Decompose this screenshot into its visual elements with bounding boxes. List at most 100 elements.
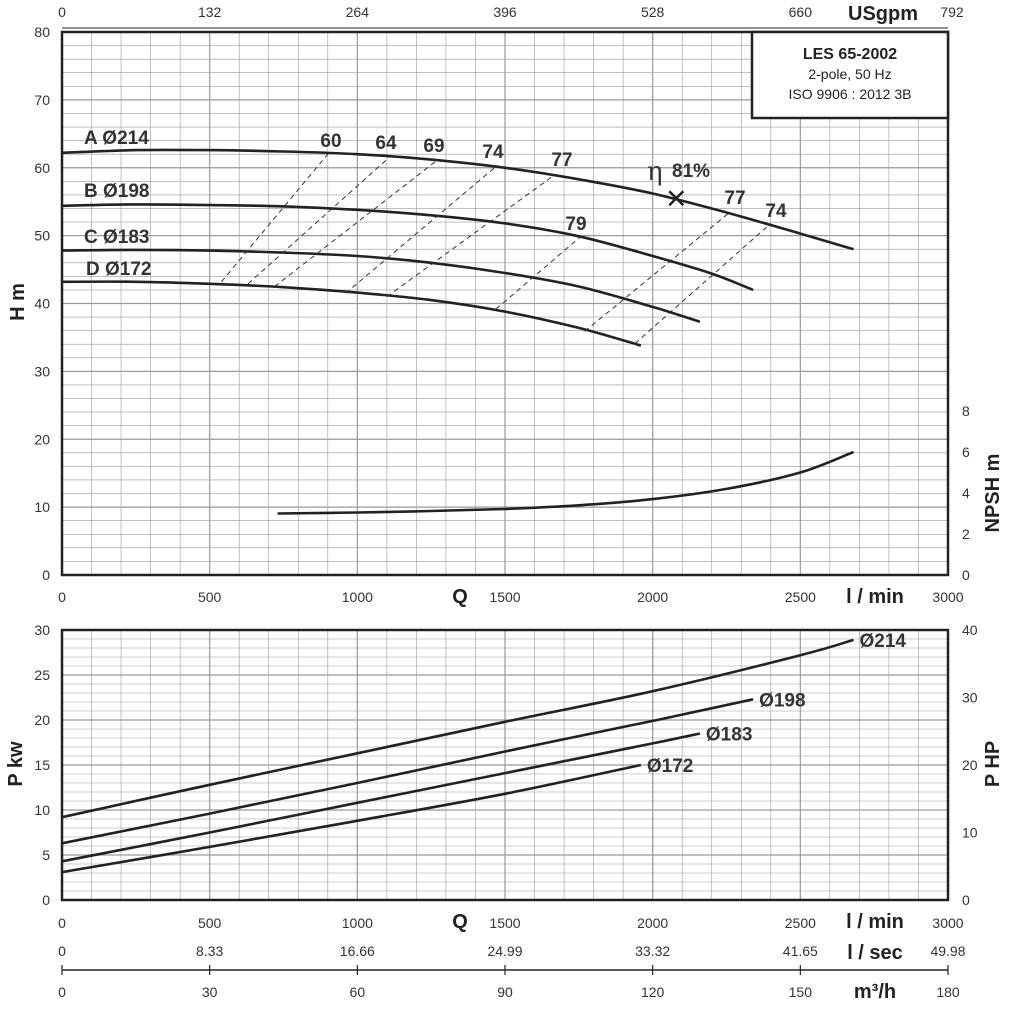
efficiency-line <box>247 156 391 285</box>
m3h-axis-unit: m³/h <box>854 981 896 1003</box>
head-y-tick: 40 <box>34 296 50 312</box>
power-x-tick: 3000 <box>932 915 963 931</box>
power-x-tick: 2500 <box>785 915 816 931</box>
power-curve <box>61 638 854 819</box>
power-x-tick: 1000 <box>342 915 373 931</box>
head-y-tick: 60 <box>34 160 50 176</box>
npsh-y-tick: 0 <box>962 567 970 583</box>
m3h-tick: 90 <box>497 984 513 1000</box>
head-q-label: Q <box>452 586 468 608</box>
lsec-tick: 24.99 <box>487 943 522 959</box>
power-y-tick: 25 <box>34 667 50 683</box>
head-x-tick: 1500 <box>489 589 520 605</box>
power-y-tick: 5 <box>42 847 50 863</box>
usgpm-tick: 660 <box>789 4 813 20</box>
efficiency-label: 74 <box>765 201 787 222</box>
usgpm-tick: 0 <box>58 4 66 20</box>
power-curve <box>61 698 754 845</box>
power-x-tick: 500 <box>198 915 222 931</box>
head-y-tick: 80 <box>34 24 50 40</box>
power-curve-label: Ø198 <box>759 690 805 711</box>
head-y-tick: 70 <box>34 92 50 108</box>
m3h-tick: 120 <box>641 984 665 1000</box>
efficiency-line <box>345 166 497 294</box>
usgpm-tick: 792 <box>940 4 964 20</box>
npsh-y-tick: 4 <box>962 485 970 501</box>
power-curve <box>61 732 701 863</box>
m3h-tick: 0 <box>58 984 66 1000</box>
efficiency-line <box>221 153 329 283</box>
efficiency-line <box>584 212 730 332</box>
head-y-tick: 10 <box>34 499 50 515</box>
head-y-tick: 50 <box>34 228 50 244</box>
power-curve-label: Ø183 <box>706 725 752 746</box>
head-y-tick: 30 <box>34 363 50 379</box>
head-x-tick: 500 <box>198 589 222 605</box>
head-axis-title: H m <box>7 283 29 321</box>
head-curve-label: B Ø198 <box>84 181 149 202</box>
power-y-tick: 30 <box>34 622 50 638</box>
head-curve <box>61 203 754 292</box>
efficiency-line <box>495 235 583 310</box>
lsec-tick: 0 <box>58 943 66 959</box>
bep-marker <box>668 190 685 207</box>
head-curve-label: A Ø214 <box>84 128 149 149</box>
efficiency-line <box>634 223 772 344</box>
power-panel-frame <box>60 628 950 902</box>
hp-y-tick: 10 <box>962 825 978 841</box>
curve-layer <box>61 148 854 874</box>
usgpm-tick: 396 <box>493 4 517 20</box>
head-x-tick: 1000 <box>342 589 373 605</box>
power-curve-label: Ø214 <box>859 631 906 652</box>
lsec-tick: 16.66 <box>340 943 375 959</box>
hp-y-tick: 20 <box>962 757 978 773</box>
power-y-tick: 0 <box>42 892 50 908</box>
curve-label-layer: A Ø214 B Ø198 C Ø183 D Ø172 60 64 69 74 77 79 77 74… <box>84 128 906 777</box>
efficiency-label: 74 <box>482 142 504 163</box>
power-y-tick: 20 <box>34 712 50 728</box>
power-curve <box>61 763 642 874</box>
efficiency-label: 77 <box>724 188 745 209</box>
info-box-frame <box>750 30 950 120</box>
bep-label: 81% <box>672 161 710 182</box>
efficiency-label: 77 <box>551 150 572 171</box>
m3h-tick: 30 <box>202 984 218 1000</box>
lsec-tick: 49.98 <box>930 943 965 959</box>
head-curve <box>61 148 854 251</box>
info-box-title: LES 65-2002 <box>803 46 897 63</box>
head-curve <box>61 248 701 324</box>
power-x-tick: 1500 <box>489 915 520 931</box>
head-x-tick: 2500 <box>785 589 816 605</box>
m3h-tick: 180 <box>936 984 960 1000</box>
power-x-tick: 0 <box>58 915 66 931</box>
lsec-axis-unit: l / sec <box>847 942 903 964</box>
power-y-tick: 15 <box>34 757 50 773</box>
efficiency-label: 69 <box>423 136 444 157</box>
hp-y-tick: 30 <box>962 690 978 706</box>
efficiency-label: 60 <box>320 131 341 152</box>
usgpm-tick: 264 <box>346 4 370 20</box>
head-y-tick: 0 <box>42 567 50 583</box>
frame-layer <box>60 27 950 975</box>
head-y-tick: 20 <box>34 431 50 447</box>
head-x-tick: 2000 <box>637 589 668 605</box>
head-curve <box>61 280 642 347</box>
power-q-label: Q <box>452 911 468 933</box>
info-box: LES 65-2002 2-pole, 50 Hz ISO 9906 : 201… <box>750 30 950 120</box>
npsh-y-tick: 2 <box>962 526 970 542</box>
head-x-tick: 3000 <box>932 589 963 605</box>
usgpm-axis-title: USgpm <box>848 3 918 25</box>
hp-y-tick: 0 <box>962 892 970 908</box>
info-box-line1: 2-pole, 50 Hz <box>808 66 891 82</box>
lsec-tick: 8.33 <box>196 943 223 959</box>
eta-symbol: η <box>647 157 663 187</box>
head-curve-label: D Ø172 <box>86 259 151 280</box>
usgpm-tick: 132 <box>198 4 222 20</box>
efficiency-label: 79 <box>565 214 586 235</box>
power-axis-title: P kw <box>5 741 27 787</box>
head-x-tick: 0 <box>58 589 66 605</box>
lsec-tick: 33.32 <box>635 943 670 959</box>
grid-layer <box>62 32 948 900</box>
m3h-tick: 150 <box>789 984 813 1000</box>
